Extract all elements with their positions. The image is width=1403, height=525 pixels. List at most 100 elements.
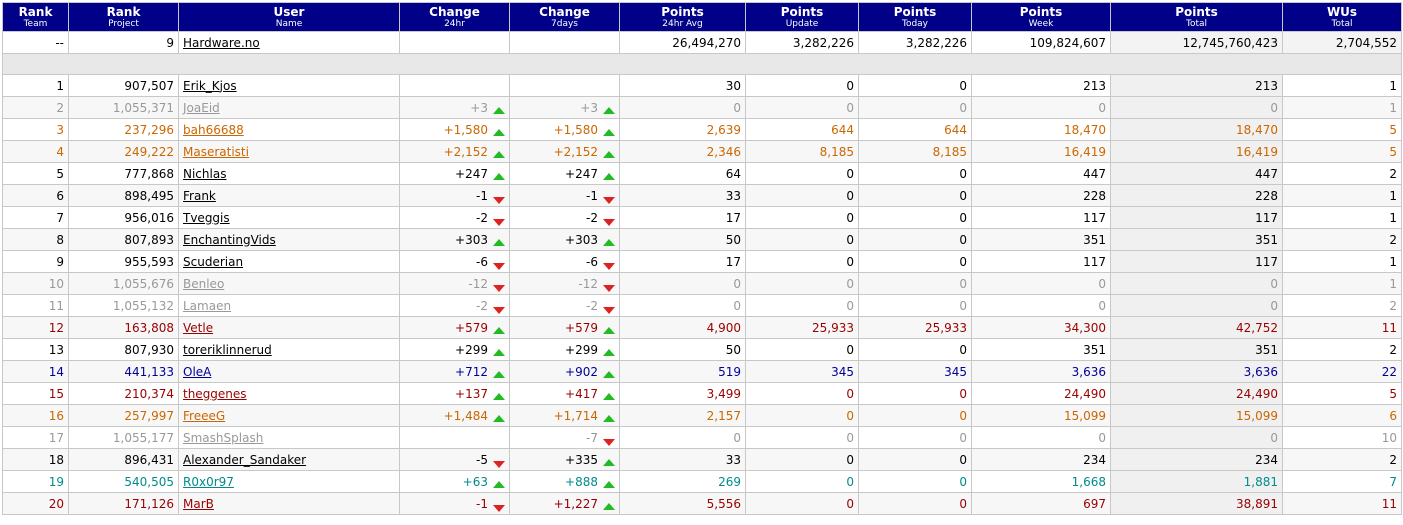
user-name-link[interactable]: Vetle bbox=[183, 320, 214, 335]
arrow-up-icon bbox=[493, 326, 505, 334]
change-7days-cell: -1 bbox=[509, 184, 620, 207]
points-24hr-avg-cell: 50 bbox=[619, 228, 746, 251]
header-label: Points bbox=[1175, 5, 1218, 19]
header-sublabel: Week bbox=[1028, 19, 1054, 29]
user-name-link[interactable]: Erik_Kjos bbox=[183, 78, 237, 93]
change-24hr-cell: +579 bbox=[399, 316, 510, 339]
spacer-row bbox=[2, 53, 1402, 75]
team-points-total: 12,745,760,423 bbox=[1110, 31, 1283, 54]
user-name-link[interactable]: bah66688 bbox=[183, 122, 244, 137]
change-value: -12 bbox=[468, 276, 488, 291]
table-row: 4 249,222 Maseratisti +2,152 +2,152 2,346 8,18… bbox=[2, 140, 1402, 163]
points-total-cell: 351 bbox=[1110, 228, 1283, 251]
user-name-link[interactable]: FreeeG bbox=[183, 408, 226, 423]
user-name-cell: R0x0r97 bbox=[178, 470, 400, 493]
user-name-link[interactable]: Frank bbox=[183, 188, 216, 203]
user-name-link[interactable]: Lamaen bbox=[183, 298, 232, 313]
points-today-cell: 0 bbox=[858, 382, 972, 405]
points-24hr-avg-cell: 64 bbox=[619, 162, 746, 185]
user-name-cell: Alexander_Sandaker bbox=[178, 448, 400, 471]
user-name-cell: SmashSplash bbox=[178, 426, 400, 449]
user-name-cell: Lamaen bbox=[178, 294, 400, 317]
user-name-link[interactable]: Tveggis bbox=[183, 210, 230, 225]
change-7days-cell: +902 bbox=[509, 360, 620, 383]
team-change-7days bbox=[509, 31, 620, 54]
wus-total-cell: 1 bbox=[1282, 250, 1402, 273]
table-row: 6 898,495 Frank -1 -1 33 0 0 228 228 1 bbox=[2, 184, 1402, 207]
points-week-cell: 213 bbox=[971, 74, 1111, 97]
points-total-cell: 117 bbox=[1110, 206, 1283, 229]
user-name-link[interactable]: OleA bbox=[183, 364, 212, 379]
points-today-cell: 0 bbox=[858, 404, 972, 427]
user-name-link[interactable]: Nichlas bbox=[183, 166, 227, 181]
arrow-up-icon bbox=[493, 238, 505, 246]
header-ptsupdate: Points Update bbox=[745, 2, 859, 32]
points-update-cell: 0 bbox=[745, 206, 859, 229]
change-7days-cell: +3 bbox=[509, 96, 620, 119]
points-week-cell: 0 bbox=[971, 294, 1111, 317]
user-name-link[interactable]: EnchantingVids bbox=[183, 232, 276, 247]
points-24hr-avg-cell: 0 bbox=[619, 426, 746, 449]
table-row: 14 441,133 OleA +712 +902 519 345 345 3,636 3,636… bbox=[2, 360, 1402, 383]
project-rank-cell: 1,055,371 bbox=[68, 96, 179, 119]
user-name-cell: Frank bbox=[178, 184, 400, 207]
wus-total-cell: 2 bbox=[1282, 228, 1402, 251]
wus-total-cell: 2 bbox=[1282, 448, 1402, 471]
project-rank-cell: 898,495 bbox=[68, 184, 179, 207]
user-name-link[interactable]: toreriklinnerud bbox=[183, 342, 272, 357]
points-today-cell: 0 bbox=[858, 250, 972, 273]
change-value: +63 bbox=[462, 474, 488, 489]
user-name-link[interactable]: Maseratisti bbox=[183, 144, 249, 159]
team-rank-cell: 15 bbox=[2, 382, 69, 405]
change-24hr-cell: +299 bbox=[399, 338, 510, 361]
user-name-link[interactable]: JoaEid bbox=[183, 100, 220, 115]
wus-total-cell: 1 bbox=[1282, 206, 1402, 229]
arrow-up-icon bbox=[493, 172, 505, 180]
table-row: 12 163,808 Vetle +579 +579 4,900 25,933 25,933 3… bbox=[2, 316, 1402, 339]
project-rank-cell: 956,016 bbox=[68, 206, 179, 229]
user-name-link[interactable]: Scuderian bbox=[183, 254, 244, 269]
header-change24: Change 24hr bbox=[399, 2, 510, 32]
points-24hr-avg-cell: 17 bbox=[619, 250, 746, 273]
change-7days-cell: -2 bbox=[509, 206, 620, 229]
team-rank-cell: 16 bbox=[2, 404, 69, 427]
points-total-cell: 0 bbox=[1110, 426, 1283, 449]
team-rank-cell: 11 bbox=[2, 294, 69, 317]
change-24hr-cell: +1,580 bbox=[399, 118, 510, 141]
points-today-cell: 0 bbox=[858, 272, 972, 295]
user-name-link[interactable]: theggenes bbox=[183, 386, 247, 401]
table-row: 5 777,868 Nichlas +247 +247 64 0 0 447 447 2 bbox=[2, 162, 1402, 185]
points-update-cell: 25,933 bbox=[745, 316, 859, 339]
change-value: -1 bbox=[476, 496, 488, 511]
project-rank-cell: 257,997 bbox=[68, 404, 179, 427]
change-value: +299 bbox=[455, 342, 488, 357]
change-24hr-cell: +3 bbox=[399, 96, 510, 119]
user-name-cell: Scuderian bbox=[178, 250, 400, 273]
user-name-link[interactable]: Benleo bbox=[183, 276, 225, 291]
wus-total-cell: 1 bbox=[1282, 272, 1402, 295]
points-week-cell: 447 bbox=[971, 162, 1111, 185]
points-24hr-avg-cell: 0 bbox=[619, 294, 746, 317]
header-pts24avg: Points 24hr Avg bbox=[619, 2, 746, 32]
arrow-down-icon bbox=[493, 504, 505, 512]
project-rank-cell: 807,893 bbox=[68, 228, 179, 251]
arrow-down-icon bbox=[493, 196, 505, 204]
change-7days-cell: +579 bbox=[509, 316, 620, 339]
points-update-cell: 0 bbox=[745, 96, 859, 119]
team-name-link[interactable]: Hardware.no bbox=[183, 35, 260, 50]
project-rank-cell: 171,126 bbox=[68, 492, 179, 515]
points-update-cell: 0 bbox=[745, 74, 859, 97]
user-name-link[interactable]: MarB bbox=[183, 496, 214, 511]
change-value: +1,580 bbox=[553, 122, 598, 137]
change-value: -5 bbox=[476, 452, 488, 467]
project-rank-cell: 1,055,676 bbox=[68, 272, 179, 295]
user-name-link[interactable]: Alexander_Sandaker bbox=[183, 452, 307, 467]
user-name-link[interactable]: R0x0r97 bbox=[183, 474, 234, 489]
user-name-cell: Maseratisti bbox=[178, 140, 400, 163]
header-sublabel: 24hr Avg bbox=[662, 19, 703, 29]
wus-total-cell: 10 bbox=[1282, 426, 1402, 449]
table-row: 7 956,016 Tveggis -2 -2 17 0 0 117 117 1 bbox=[2, 206, 1402, 229]
arrow-up-icon bbox=[603, 172, 615, 180]
team-rank-cell: 3 bbox=[2, 118, 69, 141]
user-name-link[interactable]: SmashSplash bbox=[183, 430, 264, 445]
